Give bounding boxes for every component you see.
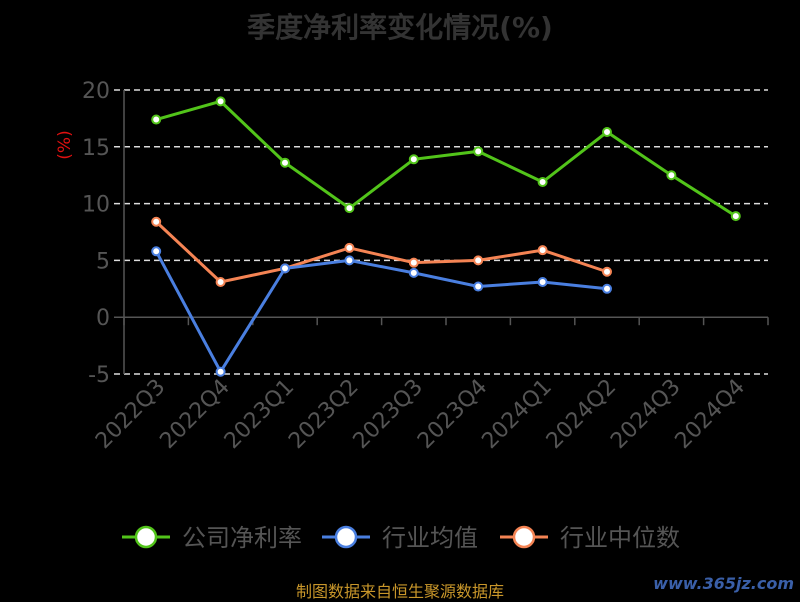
data-point [602,127,612,138]
data-point [408,257,419,268]
source-footer: 制图数据来自恒生聚源数据库 [295,582,504,601]
data-point [151,246,162,257]
legend-label: 行业均值 [382,524,478,552]
series-line-2 [155,220,608,284]
data-point [730,211,741,222]
data-point [473,281,484,292]
legend-marker [512,525,536,549]
data-point [215,96,226,107]
x-tick-label: 2023Q3 [349,375,428,454]
x-tick-label: 2024Q2 [542,375,621,454]
data-point [408,267,419,278]
series-line-0 [155,99,737,218]
data-point [215,366,226,377]
data-point [215,276,226,287]
data-point [602,266,612,277]
x-tick-label: 2024Q1 [477,375,556,454]
y-tick-label: 10 [82,193,110,218]
data-point [280,157,290,168]
data-point [666,170,677,181]
y-tick-label: 15 [82,136,110,161]
x-tick-label: 2022Q4 [155,375,234,454]
y-tick-label: 0 [96,306,110,331]
x-tick-label: 2024Q3 [606,375,685,454]
data-point [473,255,484,266]
data-point [151,114,162,125]
legend-marker [134,525,158,549]
data-point [344,242,355,253]
data-point [151,216,162,227]
y-tick-label: 20 [82,79,110,104]
y-tick-label: 5 [96,249,110,274]
watermark: www.365jz.com [653,574,794,593]
y-axis-label: (%) [55,130,75,159]
data-point [537,276,548,287]
x-tick-label: 2023Q1 [220,375,299,454]
x-tick-label: 2023Q2 [284,375,363,454]
x-tick-label: 2023Q4 [413,375,492,454]
series-line-1 [154,250,608,375]
data-point [473,146,484,157]
data-point [344,203,355,214]
y-tick-label: -5 [88,363,110,388]
data-point [344,255,355,266]
legend-marker [334,525,358,549]
legend-label: 公司净利率 [182,524,302,552]
data-point [537,177,548,188]
legend-label: 行业中位数 [560,524,680,552]
x-tick-label: 2024Q4 [671,375,750,454]
chart-title: 季度净利率变化情况(%) [247,11,553,44]
data-point [602,283,612,294]
data-point [537,245,548,256]
data-point [280,263,290,274]
data-point [408,154,419,165]
